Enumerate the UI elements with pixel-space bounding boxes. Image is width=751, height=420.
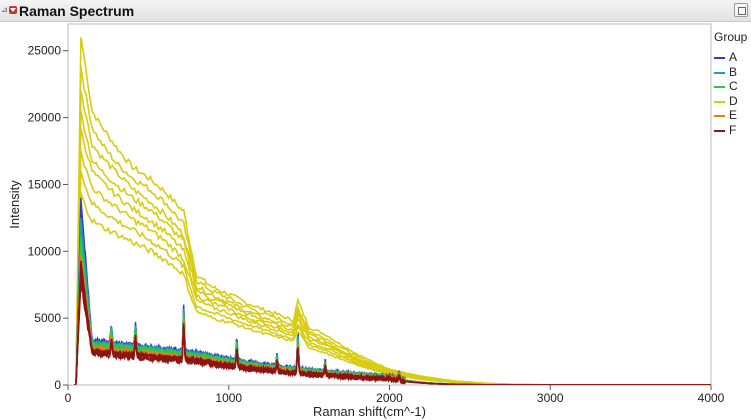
legend-label: F bbox=[729, 122, 737, 137]
legend-label: C bbox=[729, 79, 738, 93]
y-tick-label: 5000 bbox=[34, 311, 61, 325]
legend-label: D bbox=[729, 93, 738, 108]
series-f-line bbox=[74, 282, 711, 385]
y-tick-label: 0 bbox=[54, 378, 61, 392]
y-axis-label: Intensity bbox=[7, 180, 22, 229]
legend-label: B bbox=[729, 64, 738, 79]
red-triangle-menu-icon[interactable] bbox=[9, 6, 17, 14]
y-tick-label: 20000 bbox=[28, 111, 62, 125]
legend-swatch bbox=[714, 100, 725, 103]
report-title: Raman Spectrum bbox=[19, 3, 135, 19]
x-tick-label: 1000 bbox=[215, 391, 242, 405]
x-tick-label: 3000 bbox=[537, 391, 564, 405]
legend-swatch bbox=[714, 71, 725, 74]
y-tick-label: 10000 bbox=[28, 244, 62, 258]
x-tick-label: 4000 bbox=[698, 391, 725, 405]
legend-title: Group bbox=[714, 30, 748, 44]
y-tick-label: 25000 bbox=[28, 44, 62, 58]
legend-swatch bbox=[714, 115, 725, 117]
legend-swatch bbox=[714, 86, 725, 88]
title-bar: ⊿ Raman Spectrum bbox=[0, 0, 751, 22]
y-tick-label: 15000 bbox=[28, 177, 62, 191]
window-restore-icon[interactable] bbox=[734, 3, 748, 17]
legend-swatch bbox=[714, 57, 725, 59]
legend-label: E bbox=[729, 108, 738, 122]
plot-area bbox=[74, 37, 711, 385]
plot-frame bbox=[67, 23, 712, 386]
x-tick-label: 2000 bbox=[376, 391, 403, 405]
legend-label: A bbox=[729, 50, 738, 64]
legend-swatch bbox=[714, 129, 725, 132]
x-tick-label: 0 bbox=[65, 391, 72, 405]
disclosure-triangle-icon[interactable]: ⊿ bbox=[1, 5, 8, 14]
x-axis-label: Raman shift(cm^-1) bbox=[313, 404, 426, 419]
